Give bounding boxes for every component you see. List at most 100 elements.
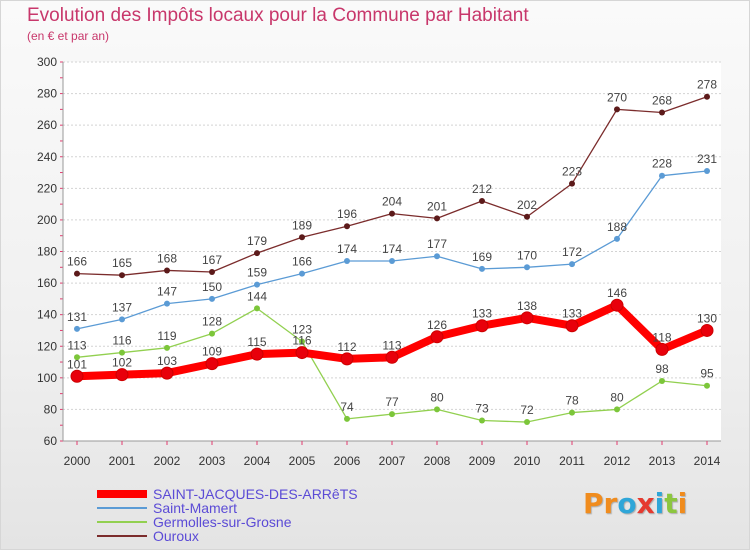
data-label: 212 [472,182,492,196]
y-tick-label: 100 [37,371,57,385]
data-point [299,270,305,277]
data-point [434,253,440,260]
legend-swatch-saint-jacques [97,490,147,498]
data-point [209,330,215,337]
data-label: 80 [430,390,444,404]
data-point [659,172,665,179]
data-point [254,281,260,288]
data-point [659,109,665,116]
data-point [164,267,170,274]
legend-swatch-saint-mamert [97,507,147,509]
data-point [344,257,350,264]
data-point [479,265,485,272]
data-label: 98 [655,362,669,376]
data-point [524,419,530,426]
x-tick-label: 2006 [334,454,361,468]
data-point [389,210,395,217]
x-tick-label: 2011 [559,454,585,468]
data-point [704,93,710,100]
data-label: 113 [382,338,401,352]
data-label: 133 [472,307,492,321]
data-point [164,300,170,307]
data-point [479,197,485,204]
proxiti-logo: Proxiti [583,487,687,520]
logo-letter: t [664,487,678,520]
data-point [704,382,710,389]
data-label: 72 [520,403,534,417]
data-label: 130 [697,311,717,325]
data-label: 167 [202,253,222,267]
data-label: 179 [247,234,267,248]
data-label: 113 [67,338,86,352]
data-label: 138 [517,299,537,313]
data-label: 177 [427,237,447,251]
data-label: 231 [697,152,717,166]
chart-title: Evolution des Impôts locaux pour la Comm… [27,5,529,26]
data-point [250,347,264,361]
data-label: 172 [562,245,582,259]
data-label: 78 [565,394,579,408]
x-tick-label: 2004 [244,454,271,468]
data-label: 188 [607,220,627,234]
data-point [209,295,215,302]
data-label: 204 [382,195,402,209]
data-label: 174 [337,242,357,256]
data-label: 169 [472,250,492,264]
data-point [209,269,215,276]
data-label: 278 [697,78,717,92]
data-point [434,215,440,222]
x-tick-label: 2007 [379,454,406,468]
data-point [344,223,350,230]
x-tick-label: 2002 [154,454,181,468]
legend-label-ouroux: Ouroux [153,528,199,544]
data-label: 80 [610,390,624,404]
data-label: 189 [292,218,312,232]
y-tick-label: 60 [44,434,58,448]
data-point [565,319,579,333]
data-label: 150 [202,280,222,294]
data-label: 73 [475,401,489,415]
data-label: 116 [292,334,311,348]
x-tick-label: 2001 [109,454,136,468]
data-point [569,409,575,416]
data-label: 131 [67,310,87,324]
data-label: 133 [562,307,582,321]
x-tick-label: 2003 [199,454,226,468]
data-label: 170 [517,248,537,262]
legend-label-saint-mamert: Saint-Mamert [153,500,238,516]
data-point [430,330,444,344]
data-point [119,349,125,356]
logo-letter: i [677,487,688,520]
data-point [569,261,575,268]
data-label: 137 [112,300,132,314]
data-label: 159 [247,266,267,280]
legend-swatch-germolles [97,521,147,523]
data-label: 112 [337,340,356,354]
data-label: 174 [382,242,402,256]
x-tick-label: 2014 [694,454,721,468]
data-label: 166 [292,255,312,269]
data-point [74,354,80,361]
x-tick-label: 2009 [469,454,496,468]
data-label: 123 [292,323,312,337]
data-point [614,406,620,413]
data-point [340,352,354,366]
data-label: 115 [247,335,266,349]
y-tick-label: 120 [37,339,57,353]
data-point [115,368,129,382]
data-point [614,106,620,113]
data-point [344,415,350,422]
data-point [524,213,530,220]
data-point [614,235,620,242]
data-point [254,305,260,312]
y-tick-label: 160 [37,276,57,290]
data-label: 196 [337,207,357,221]
data-point [569,180,575,187]
data-point [299,234,305,241]
data-point [659,377,665,384]
data-label: 168 [157,251,177,265]
y-tick-label: 180 [37,245,57,259]
x-tick-label: 2000 [64,454,91,468]
y-tick-label: 300 [37,55,57,69]
